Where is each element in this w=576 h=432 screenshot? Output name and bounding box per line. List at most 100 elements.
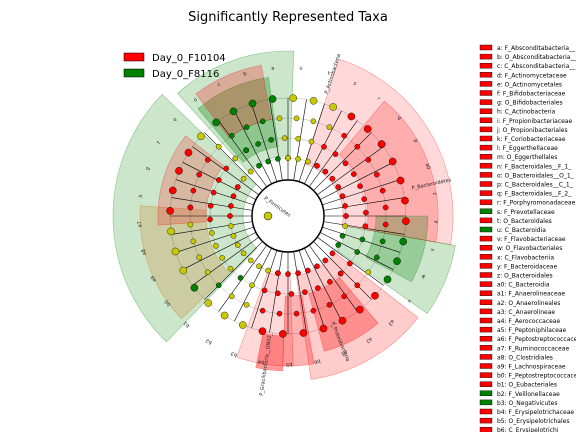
clade-node: [285, 155, 291, 161]
clade-node: [326, 124, 333, 130]
key-entry: a2: O_Anaerolineales: [497, 300, 560, 307]
clade-node: [275, 270, 281, 276]
clade-node: [293, 115, 300, 122]
sector-label: c: [217, 82, 222, 89]
clade-node: [276, 115, 283, 122]
clade-node: [374, 171, 380, 178]
clade-node: [220, 311, 229, 320]
clade-node: [315, 285, 321, 291]
clade-node: [363, 209, 369, 216]
sector-label: b6: [313, 358, 320, 365]
clade-node: [350, 171, 357, 177]
clade-node: [357, 183, 363, 189]
clade-node: [229, 107, 238, 116]
clade-node: [401, 196, 409, 205]
clade-node: [382, 221, 389, 228]
clade-node: [204, 269, 211, 276]
sector-label: z: [431, 192, 437, 196]
sector-label: a2: [365, 336, 374, 344]
clade-nodes: [166, 94, 410, 338]
clade-node: [329, 175, 336, 182]
key-swatch: [479, 372, 493, 378]
clade-node: [204, 299, 213, 307]
clade-node: [234, 184, 241, 190]
key-swatch: [479, 190, 493, 196]
sector-label: b2: [205, 337, 214, 345]
clade-node: [321, 144, 327, 150]
clade-node: [363, 125, 372, 133]
clade-sector: [197, 77, 279, 163]
branch: [323, 197, 405, 211]
clade-node: [234, 242, 241, 248]
branch-ring: [189, 117, 387, 315]
clade-node: [168, 186, 177, 195]
clade-node: [342, 223, 348, 229]
clade-node: [212, 118, 220, 127]
clade-node: [379, 187, 386, 194]
clade-node: [207, 216, 213, 223]
clade-node: [399, 237, 408, 246]
key-swatch: [479, 90, 493, 96]
sector-label: y: [433, 220, 439, 223]
clade-node: [354, 282, 361, 289]
clade-node: [255, 141, 261, 147]
clade-node: [213, 243, 219, 249]
clade-node: [374, 254, 380, 261]
branch: [313, 132, 372, 191]
key-entry: b: O_Absconditabacteria__: [497, 54, 576, 61]
key-swatch: [479, 163, 493, 169]
legend-swatch-red: [123, 52, 145, 62]
key-entry: a1: F_Anaerolineaceae: [497, 291, 565, 298]
clade-node: [230, 233, 237, 239]
key-entry: a8: O_Clostridiales: [497, 354, 553, 361]
clade-node: [332, 151, 339, 157]
branch: [298, 250, 325, 329]
clade-node: [166, 207, 174, 215]
clade-node: [329, 103, 337, 111]
clade-node: [361, 196, 367, 202]
sector-label: b5: [286, 361, 292, 367]
clade-node: [377, 140, 386, 148]
sector-label: x: [429, 248, 436, 252]
root-node: [263, 211, 273, 221]
key-entry: b5: O_Erysipelotrichales: [497, 418, 569, 425]
key-entry: a: F_Absconditabacteria__: [497, 45, 576, 52]
key-entry: y: F_Bacteroidaceae: [497, 263, 557, 270]
branch-ring: [169, 97, 407, 335]
key-entry: p: C_Bacteroidales__C_1_: [497, 182, 574, 189]
clade-node: [187, 221, 194, 228]
clade-node: [379, 238, 386, 245]
clade-node: [259, 307, 266, 314]
key-swatch: [479, 144, 493, 151]
clade-node: [197, 132, 205, 141]
branch: [218, 120, 268, 188]
key-entry: b0: F_Peptostreptococcaceae: [497, 373, 576, 380]
clade-node: [243, 147, 249, 154]
key-entry: o: O_Bacteroidales__O_1_: [497, 172, 575, 179]
key-entry: l: F_Eggerthellaceae: [497, 145, 558, 152]
clade-node: [190, 284, 199, 292]
key-entry: a3: C_Anaerolineae: [497, 309, 555, 316]
key-entry: b6: C_Erysipelotrichi: [497, 427, 559, 432]
clade-node: [310, 118, 317, 125]
key-swatch: [479, 81, 493, 87]
clade-node: [232, 155, 239, 162]
branch: [251, 103, 278, 182]
clade-node: [339, 233, 346, 239]
clade-node: [302, 289, 308, 295]
clade-node: [305, 158, 311, 165]
sector-label: e: [172, 117, 179, 123]
key-swatch: [479, 208, 493, 215]
clade-sector: [336, 226, 456, 314]
branch: [192, 236, 260, 286]
clade-node: [276, 310, 283, 317]
clade-node: [329, 250, 336, 257]
key-entry: n: F_Bacteroidales__F_1_: [497, 163, 572, 170]
clade-node: [227, 265, 234, 272]
key-entry: b3: O_Negativicutes: [497, 400, 557, 407]
clade-node: [215, 282, 222, 289]
clade-node: [268, 95, 277, 103]
key-swatch: [479, 363, 493, 369]
key-entry: a4: F_Aerococcaceae: [497, 318, 560, 325]
clade-node: [285, 271, 291, 277]
